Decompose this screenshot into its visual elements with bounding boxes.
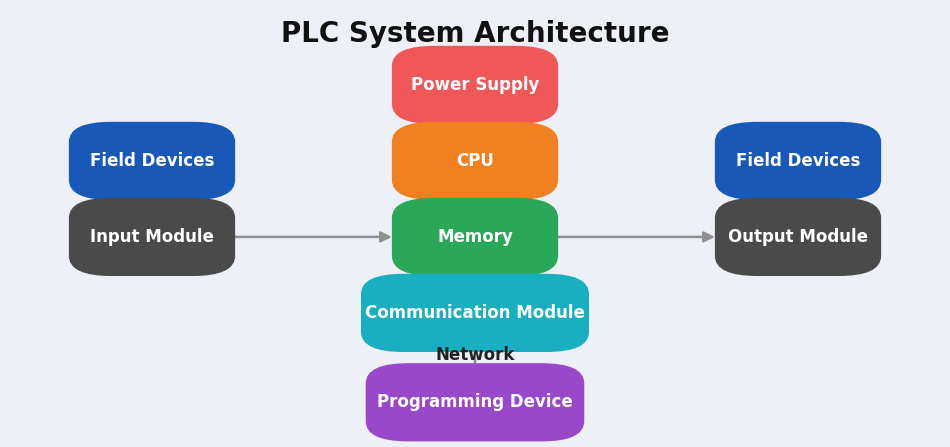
Text: Power Supply: Power Supply (410, 76, 540, 94)
Text: Field Devices: Field Devices (90, 152, 214, 170)
FancyBboxPatch shape (391, 46, 558, 124)
Text: Memory: Memory (437, 228, 513, 246)
FancyBboxPatch shape (391, 198, 558, 276)
FancyBboxPatch shape (391, 122, 558, 200)
Text: Network: Network (435, 346, 515, 364)
Text: Output Module: Output Module (728, 228, 868, 246)
FancyBboxPatch shape (69, 198, 236, 276)
FancyBboxPatch shape (361, 274, 589, 352)
Text: Programming Device: Programming Device (377, 393, 573, 411)
FancyBboxPatch shape (714, 122, 882, 200)
FancyBboxPatch shape (714, 198, 882, 276)
Text: Communication Module: Communication Module (365, 304, 585, 322)
Text: Input Module: Input Module (90, 228, 214, 246)
FancyBboxPatch shape (366, 363, 584, 442)
Text: CPU: CPU (456, 152, 494, 170)
Text: PLC System Architecture: PLC System Architecture (281, 20, 669, 48)
Text: Field Devices: Field Devices (736, 152, 860, 170)
FancyBboxPatch shape (69, 122, 236, 200)
